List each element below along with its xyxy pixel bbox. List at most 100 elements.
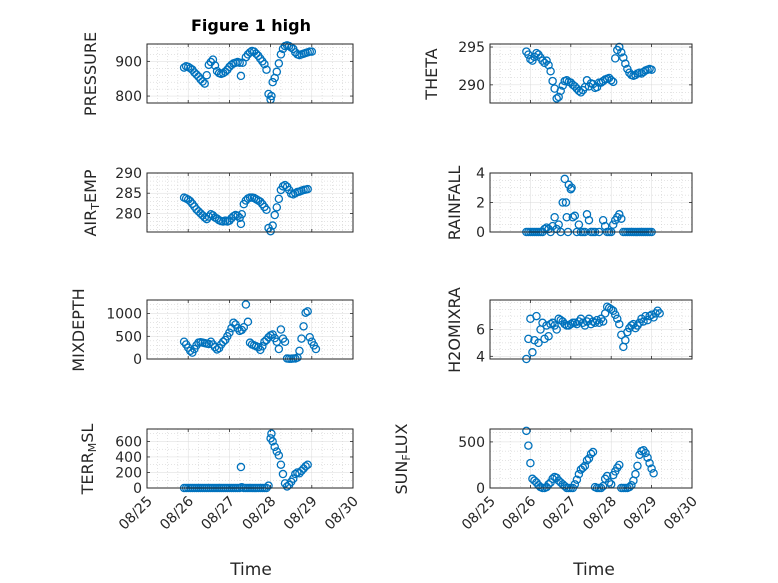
axes-frame <box>489 428 693 489</box>
series-points <box>522 302 664 364</box>
data-point <box>578 463 588 472</box>
y-tick-label: 290 <box>458 78 485 94</box>
data-point <box>266 226 275 236</box>
y-axis-label: SUNFLUX <box>392 423 413 494</box>
y-axis-label: H2OMIXRA <box>445 287 464 373</box>
data-point <box>598 481 608 491</box>
data-point <box>303 307 312 316</box>
data-point <box>586 449 596 459</box>
data-point <box>276 325 286 334</box>
data-point <box>570 318 580 328</box>
data-point <box>229 318 238 327</box>
data-point <box>235 58 244 67</box>
y-tick-label: 400 <box>115 450 142 466</box>
data-point <box>649 313 658 322</box>
data-point <box>278 469 288 479</box>
data-point <box>560 319 569 329</box>
data-point <box>245 48 255 57</box>
data-point <box>303 460 312 469</box>
y-tick-label: 0 <box>476 481 485 497</box>
data-point <box>204 212 214 221</box>
data-point <box>615 210 624 219</box>
data-point <box>558 81 567 90</box>
data-point <box>627 480 636 490</box>
data-point <box>236 219 246 229</box>
data-point <box>647 65 656 74</box>
data-point <box>282 482 292 491</box>
plot-area <box>147 173 353 232</box>
data-point <box>560 481 569 491</box>
plot-area <box>490 44 692 103</box>
panel-pressure: 800 900 PRESSURE <box>81 32 354 116</box>
x-tick-label: 08/26 <box>499 493 539 533</box>
panel-rainfall: 0 2 4 RAINFALL <box>445 166 693 241</box>
data-point <box>623 327 632 337</box>
series-points <box>522 42 656 103</box>
y-axis-label: PRESSURE <box>81 32 100 116</box>
data-point <box>570 211 580 221</box>
y-axis-label: THETA <box>422 48 441 100</box>
data-point <box>276 460 286 469</box>
data-point <box>608 77 618 87</box>
y-tick-label: 0 <box>133 352 142 368</box>
data-point <box>526 458 535 468</box>
data-point <box>295 346 304 356</box>
data-point <box>582 210 592 219</box>
data-point <box>280 180 290 190</box>
y-axis-label: MIXDEPTH <box>69 288 88 371</box>
data-point <box>267 429 276 438</box>
data-point <box>621 335 630 345</box>
data-point <box>550 321 559 330</box>
data-point <box>186 197 195 206</box>
x-tick-label: 08/30 <box>322 494 362 534</box>
data-point <box>560 174 569 184</box>
data-point <box>561 198 571 207</box>
data-point <box>311 344 321 354</box>
data-point <box>615 319 624 329</box>
data-point <box>631 469 640 479</box>
y-axis-label: AIRTEMP <box>81 169 102 236</box>
data-point <box>635 318 644 328</box>
data-point <box>542 56 551 65</box>
y-tick-label: 500 <box>458 435 485 451</box>
data-point <box>608 306 618 315</box>
data-point <box>629 319 638 329</box>
data-point <box>303 184 312 194</box>
series-points <box>179 429 312 493</box>
data-point <box>598 317 608 326</box>
y-tick-label: 6 <box>476 323 485 339</box>
x-tick-label: 08/28 <box>580 494 620 534</box>
data-point <box>233 211 242 221</box>
y-tick-label: 1000 <box>106 307 142 323</box>
y-axis-label: TERRMSL <box>78 424 99 496</box>
data-point <box>297 466 306 476</box>
data-point <box>258 342 267 351</box>
data-point <box>613 314 622 324</box>
data-point <box>200 79 209 88</box>
data-point <box>532 311 541 321</box>
y-tick-label: 290 <box>115 166 142 182</box>
data-point <box>594 318 604 328</box>
axes-frame <box>146 172 354 233</box>
axes-frame <box>146 428 354 489</box>
data-point <box>562 76 572 85</box>
data-point <box>574 220 584 229</box>
data-point <box>274 194 284 204</box>
data-point <box>301 308 310 317</box>
data-point <box>562 212 572 222</box>
panel-h2omixra: 4 6 H2OMIXRA <box>445 287 693 373</box>
data-point <box>198 77 207 86</box>
y-tick-label: 800 <box>115 89 142 105</box>
data-point <box>202 70 211 80</box>
data-point <box>524 334 533 344</box>
x-tick-label: 08/29 <box>281 494 321 534</box>
data-point <box>272 67 282 77</box>
panels: 800 900 PRESSURE 290 295 THETA 280 285 290 AIRTEM… <box>69 32 701 533</box>
data-point <box>534 338 543 348</box>
series-points <box>179 180 312 236</box>
data-point <box>297 334 306 343</box>
data-point <box>274 451 284 460</box>
y-tick-label: 900 <box>115 54 142 70</box>
x-axis-label-right: Time <box>572 560 615 580</box>
